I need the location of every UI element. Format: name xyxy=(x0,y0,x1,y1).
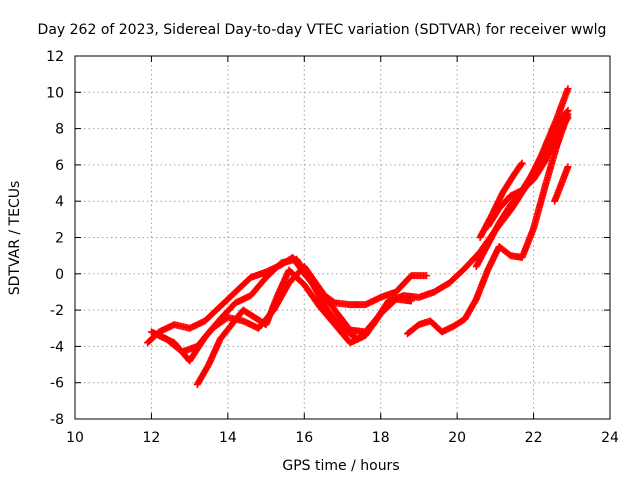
x-tick-label: 22 xyxy=(525,430,543,446)
data-layer xyxy=(144,85,572,389)
data-point xyxy=(376,311,384,319)
x-tick-label: 12 xyxy=(143,430,161,446)
data-point xyxy=(517,160,525,168)
x-tick-label: 18 xyxy=(372,430,390,446)
series-track-9 xyxy=(551,163,572,205)
series-track-4 xyxy=(193,266,385,389)
y-tick-label: 0 xyxy=(55,267,64,283)
data-point xyxy=(564,163,572,171)
y-tick-label: -6 xyxy=(50,376,64,392)
y-tick-label: -8 xyxy=(50,412,64,428)
y-tick-label: -2 xyxy=(50,303,64,319)
chart-title: Day 262 of 2023, Sidereal Day-to-day VTE… xyxy=(38,22,607,38)
y-tick-label: 4 xyxy=(55,194,64,210)
y-tick-label: -4 xyxy=(50,339,64,355)
y-tick-label: 12 xyxy=(46,49,64,65)
y-tick-label: 8 xyxy=(55,122,64,138)
data-point xyxy=(564,85,572,93)
x-tick-label: 20 xyxy=(448,430,466,446)
data-point xyxy=(564,114,572,122)
y-tick-label: 6 xyxy=(55,158,64,174)
y-tick-label: 2 xyxy=(55,231,64,247)
x-tick-label: 24 xyxy=(601,430,619,446)
data-point xyxy=(377,310,385,318)
x-tick-label: 10 xyxy=(66,430,84,446)
y-tick-label: 10 xyxy=(46,85,64,101)
data-point xyxy=(518,159,526,167)
data-point xyxy=(563,115,571,123)
data-point xyxy=(564,106,572,114)
data-point xyxy=(563,108,571,116)
data-point xyxy=(423,272,431,280)
x-tick-label: 16 xyxy=(295,430,313,446)
y-axis-title: SDTVAR / TECUs xyxy=(7,181,23,296)
series-track-8 xyxy=(484,114,572,231)
x-axis-title: GPS time / hours xyxy=(282,458,399,474)
x-tick-label: 14 xyxy=(219,430,237,446)
